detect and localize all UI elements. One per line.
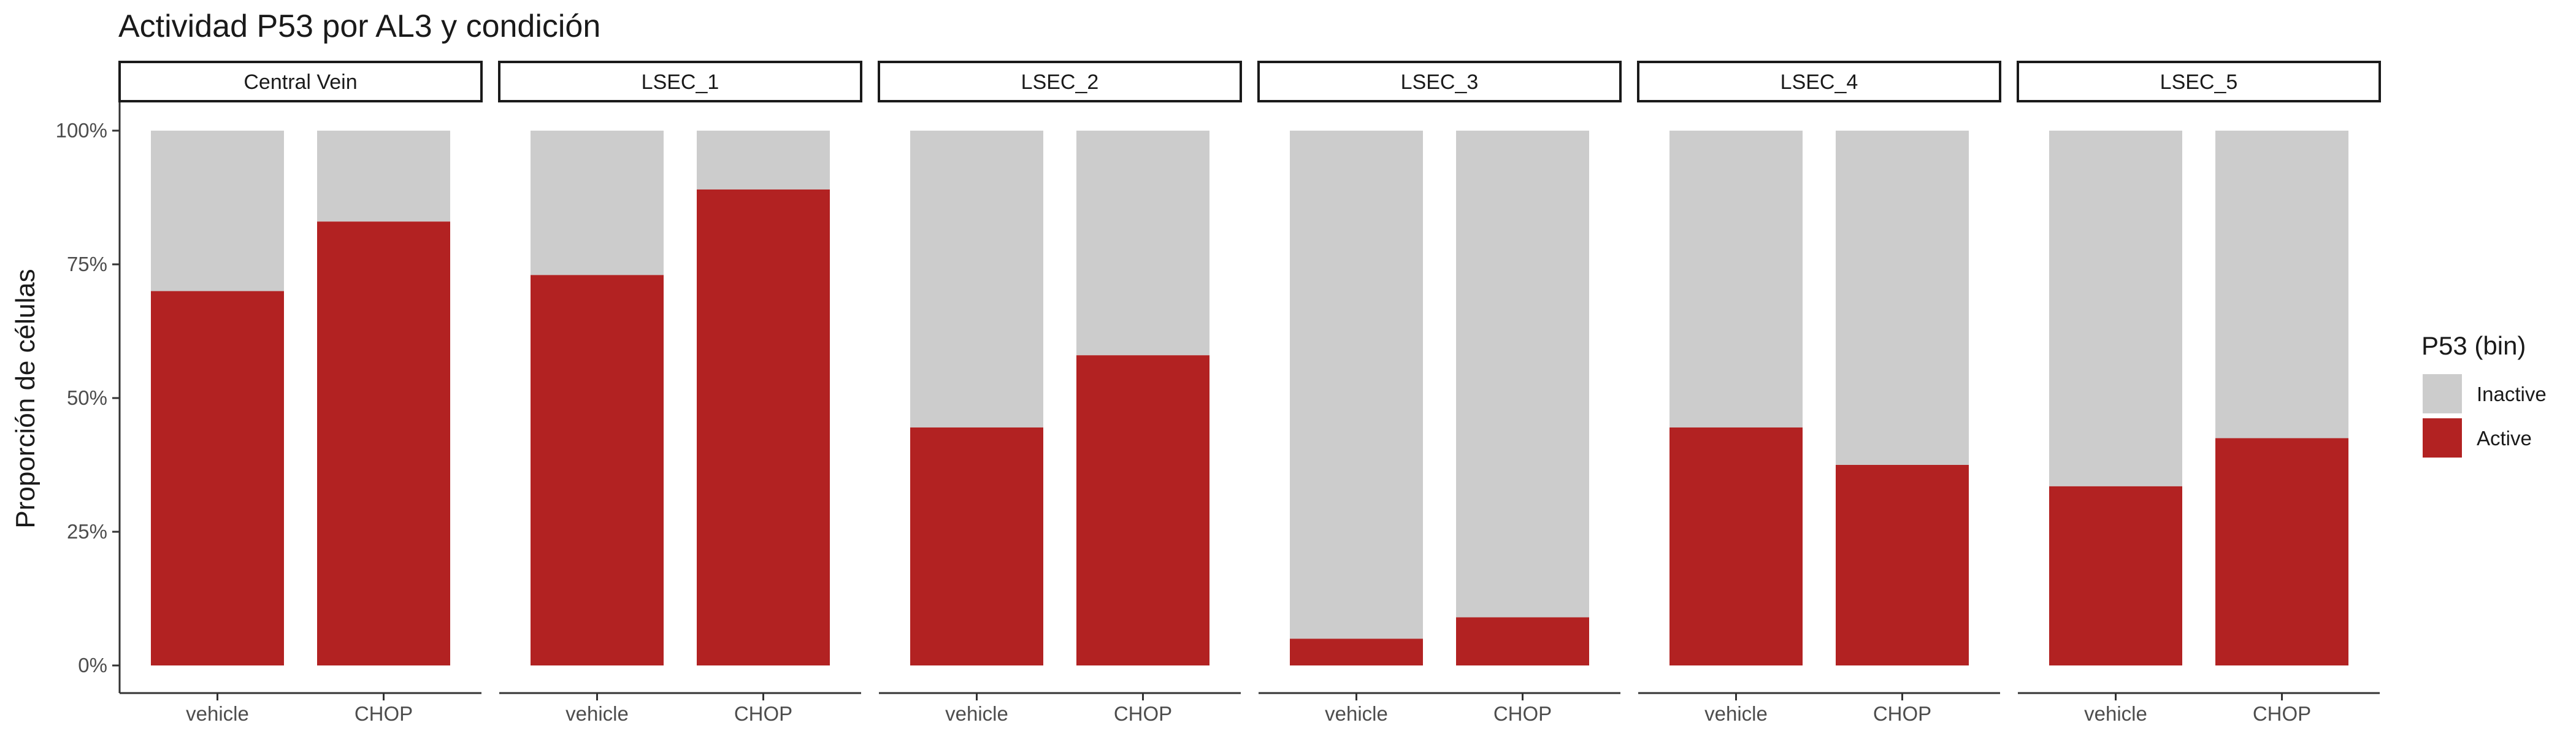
- x-tick-label: CHOP: [2253, 702, 2311, 725]
- bar-active: [151, 291, 284, 666]
- facet-strip-label: LSEC_1: [642, 71, 719, 94]
- x-tick-label: vehicle: [1325, 702, 1388, 725]
- facet-strip: [498, 61, 862, 102]
- bar-active: [910, 427, 1043, 665]
- legend-key: [2423, 374, 2462, 413]
- bar-inactive: [1836, 131, 1969, 465]
- facet-strip: [2017, 61, 2381, 102]
- y-axis: 0% 25% 50% 75% 100%: [56, 101, 121, 693]
- x-tick-label: CHOP: [1873, 702, 1931, 725]
- x-tick-label: vehicle: [2084, 702, 2147, 725]
- facet-strip-label: LSEC_3: [1401, 71, 1479, 94]
- bar-inactive: [1290, 131, 1423, 639]
- bar-inactive: [1076, 131, 1209, 356]
- facet-strip-label: LSEC_5: [2160, 71, 2238, 94]
- bar-active: [1076, 355, 1209, 665]
- bar-active: [1290, 638, 1423, 665]
- bar-active: [531, 275, 664, 665]
- y-axis-title: Proporción de células: [10, 269, 40, 528]
- facet-panel: Central Vein vehicle CHOP: [118, 61, 483, 725]
- legend: P53 (bin) Inactive Active: [2421, 331, 2547, 458]
- bar-inactive: [910, 131, 1043, 427]
- y-tick-label: 0%: [78, 654, 107, 677]
- facet-strip: [878, 61, 1242, 102]
- facet-strip: [1637, 61, 2001, 102]
- x-tick-label: CHOP: [1493, 702, 1552, 725]
- x-tick-label: CHOP: [734, 702, 792, 725]
- x-tick-label: CHOP: [355, 702, 413, 725]
- legend-title: P53 (bin): [2421, 331, 2526, 360]
- y-tick-label: 75%: [67, 253, 107, 275]
- y-tick-label: 25%: [67, 520, 107, 543]
- bar-inactive: [151, 131, 284, 291]
- bar-inactive: [697, 131, 830, 190]
- bar-inactive: [317, 131, 450, 222]
- bar-inactive: [1456, 131, 1589, 618]
- bar-inactive: [2049, 131, 2182, 486]
- facet-strip: [1257, 61, 1622, 102]
- x-tick-label: vehicle: [186, 702, 249, 725]
- bar-inactive: [1669, 131, 1803, 427]
- bar-active: [2215, 438, 2348, 665]
- bar-active: [1669, 427, 1803, 665]
- x-tick-label: vehicle: [565, 702, 629, 725]
- facet-strip-label: LSEC_4: [1781, 71, 1858, 94]
- legend-key: [2423, 418, 2462, 458]
- bar-active: [2049, 486, 2182, 665]
- bar-active: [1456, 617, 1589, 665]
- y-tick-label: 50%: [67, 386, 107, 409]
- legend-label: Inactive: [2477, 383, 2547, 405]
- chart-title: Actividad P53 por AL3 y condición: [118, 9, 600, 44]
- x-tick-label: vehicle: [1704, 702, 1768, 725]
- bar-active: [1836, 465, 1969, 665]
- facet-strip: [118, 61, 483, 102]
- legend-label: Active: [2477, 427, 2532, 450]
- x-tick-label: CHOP: [1114, 702, 1172, 725]
- x-tick-label: vehicle: [945, 702, 1008, 725]
- bar-inactive: [531, 131, 664, 275]
- bar-active: [697, 189, 830, 665]
- facet-strip-label: Central Vein: [243, 71, 357, 94]
- y-tick-label: 100%: [56, 119, 107, 142]
- bar-inactive: [2215, 131, 2348, 439]
- bar-active: [317, 221, 450, 665]
- facet-strip-label: LSEC_2: [1021, 71, 1099, 94]
